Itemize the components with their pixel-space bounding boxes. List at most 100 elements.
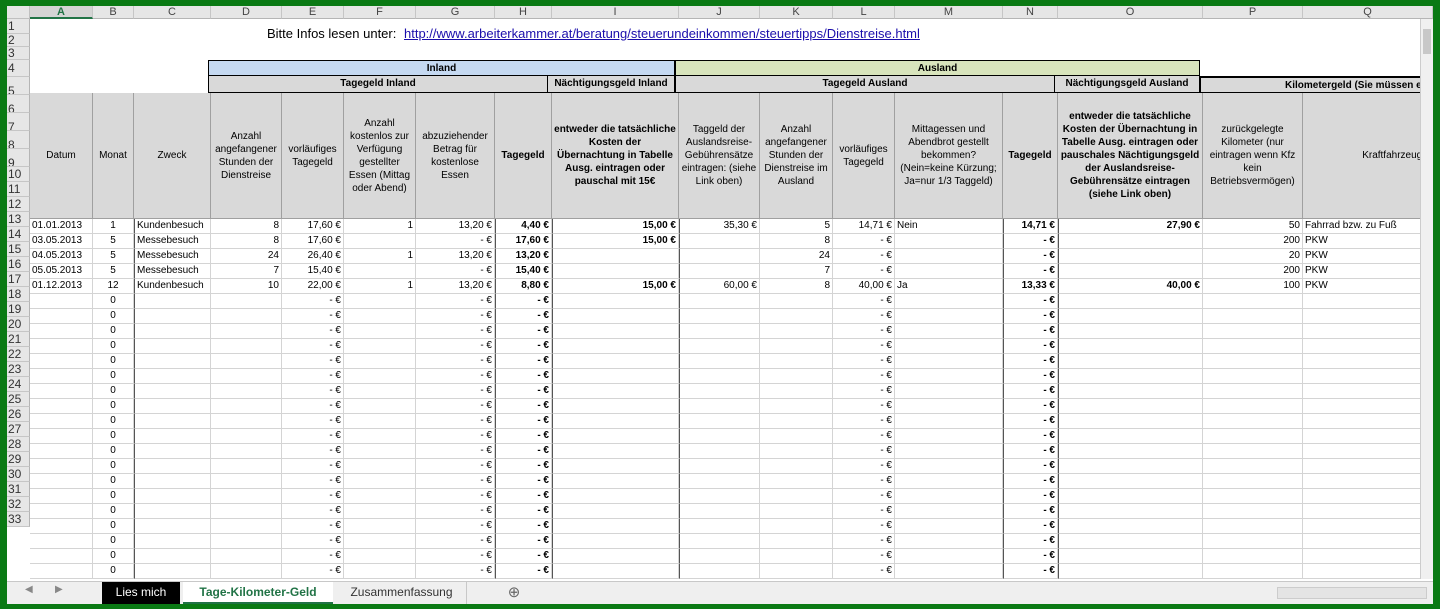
cell-n[interactable]: - € bbox=[1003, 369, 1058, 384]
cell-c[interactable] bbox=[134, 384, 211, 399]
row-header-12[interactable]: 12 bbox=[7, 197, 30, 212]
scroll-thumb[interactable] bbox=[1423, 29, 1431, 54]
cell-a[interactable] bbox=[30, 474, 93, 489]
cell-o[interactable] bbox=[1058, 519, 1203, 534]
column-header-j[interactable]: J bbox=[679, 6, 760, 19]
cell-m[interactable] bbox=[895, 564, 1003, 579]
row-header-20[interactable]: 20 bbox=[7, 317, 30, 332]
cell-i[interactable] bbox=[552, 459, 679, 474]
cell-e[interactable]: - € bbox=[282, 504, 344, 519]
cell-l[interactable]: - € bbox=[833, 444, 895, 459]
cell-i[interactable] bbox=[552, 324, 679, 339]
cell-e[interactable]: - € bbox=[282, 489, 344, 504]
cell-p[interactable]: 200 bbox=[1203, 264, 1303, 279]
cell-o[interactable] bbox=[1058, 264, 1203, 279]
cell-a[interactable] bbox=[30, 459, 93, 474]
cell-k[interactable] bbox=[760, 429, 833, 444]
cell-i[interactable] bbox=[552, 264, 679, 279]
cell-q[interactable] bbox=[1303, 564, 1420, 579]
cell-q[interactable] bbox=[1303, 339, 1420, 354]
cell-a[interactable] bbox=[30, 444, 93, 459]
cell-l[interactable]: - € bbox=[833, 564, 895, 579]
cell-j[interactable] bbox=[679, 369, 760, 384]
cell-a[interactable]: 04.05.2013 bbox=[30, 249, 93, 264]
cell-p[interactable] bbox=[1203, 384, 1303, 399]
cell-l[interactable]: - € bbox=[833, 519, 895, 534]
cell-p[interactable] bbox=[1203, 429, 1303, 444]
cell-e[interactable]: - € bbox=[282, 414, 344, 429]
cell-m[interactable] bbox=[895, 444, 1003, 459]
cell-l[interactable]: - € bbox=[833, 264, 895, 279]
cell-p[interactable] bbox=[1203, 414, 1303, 429]
cell-q[interactable] bbox=[1303, 429, 1420, 444]
column-header-o[interactable]: O bbox=[1058, 6, 1203, 19]
cell-o[interactable] bbox=[1058, 354, 1203, 369]
cell-l[interactable]: - € bbox=[833, 414, 895, 429]
cell-f[interactable] bbox=[344, 519, 416, 534]
cell-k[interactable] bbox=[760, 384, 833, 399]
cell-d[interactable] bbox=[211, 324, 282, 339]
tab-nav-next-icon[interactable]: ▶ bbox=[55, 584, 63, 595]
cell-g[interactable]: - € bbox=[416, 489, 495, 504]
cell-o[interactable] bbox=[1058, 369, 1203, 384]
cell-d[interactable] bbox=[211, 294, 282, 309]
cell-d[interactable]: 7 bbox=[211, 264, 282, 279]
cell-g[interactable]: 13,20 € bbox=[416, 219, 495, 234]
cell-q[interactable] bbox=[1303, 384, 1420, 399]
cell-b[interactable]: 0 bbox=[93, 309, 134, 324]
cell-n[interactable]: - € bbox=[1003, 384, 1058, 399]
cell-f[interactable] bbox=[344, 309, 416, 324]
column-header-b[interactable]: B bbox=[93, 6, 134, 19]
cell-q[interactable] bbox=[1303, 354, 1420, 369]
cell-p[interactable] bbox=[1203, 294, 1303, 309]
cell-g[interactable]: - € bbox=[416, 504, 495, 519]
cell-p[interactable] bbox=[1203, 339, 1303, 354]
cell-i[interactable] bbox=[552, 429, 679, 444]
cell-d[interactable] bbox=[211, 414, 282, 429]
cell-b[interactable]: 12 bbox=[93, 279, 134, 294]
cell-d[interactable] bbox=[211, 309, 282, 324]
cell-e[interactable]: - € bbox=[282, 549, 344, 564]
cell-m[interactable] bbox=[895, 384, 1003, 399]
cell-g[interactable]: - € bbox=[416, 309, 495, 324]
cell-i[interactable]: 15,00 € bbox=[552, 279, 679, 294]
cell-k[interactable]: 8 bbox=[760, 279, 833, 294]
cell-b[interactable]: 0 bbox=[93, 564, 134, 579]
cell-b[interactable]: 1 bbox=[93, 219, 134, 234]
cell-l[interactable]: - € bbox=[833, 234, 895, 249]
cell-p[interactable] bbox=[1203, 534, 1303, 549]
cell-f[interactable] bbox=[344, 489, 416, 504]
cell-o[interactable] bbox=[1058, 384, 1203, 399]
cell-e[interactable]: - € bbox=[282, 459, 344, 474]
cell-g[interactable]: - € bbox=[416, 399, 495, 414]
cell-i[interactable] bbox=[552, 339, 679, 354]
cell-m[interactable]: Nein bbox=[895, 219, 1003, 234]
cell-o[interactable] bbox=[1058, 234, 1203, 249]
cell-o[interactable] bbox=[1058, 309, 1203, 324]
cell-m[interactable] bbox=[895, 339, 1003, 354]
cell-n[interactable]: - € bbox=[1003, 324, 1058, 339]
cell-a[interactable] bbox=[30, 324, 93, 339]
cell-j[interactable] bbox=[679, 444, 760, 459]
cell-o[interactable] bbox=[1058, 534, 1203, 549]
row-header-21[interactable]: 21 bbox=[7, 332, 30, 347]
cell-g[interactable]: 13,20 € bbox=[416, 279, 495, 294]
cell-l[interactable]: - € bbox=[833, 324, 895, 339]
cell-j[interactable] bbox=[679, 549, 760, 564]
cell-p[interactable] bbox=[1203, 564, 1303, 579]
tab-tage-kilometer-geld[interactable]: Tage-Kilometer-Geld bbox=[183, 582, 333, 604]
row-header-22[interactable]: 22 bbox=[7, 347, 30, 362]
cell-k[interactable] bbox=[760, 564, 833, 579]
row-header-3[interactable]: 3 bbox=[7, 47, 30, 60]
row-header-13[interactable]: 13 bbox=[7, 212, 30, 227]
cell-c[interactable]: Messebesuch bbox=[134, 249, 211, 264]
cell-n[interactable]: - € bbox=[1003, 459, 1058, 474]
row-header-2[interactable]: 2 bbox=[7, 34, 30, 47]
row-header-6[interactable]: 6 bbox=[7, 95, 30, 113]
cell-k[interactable]: 7 bbox=[760, 264, 833, 279]
cell-a[interactable] bbox=[30, 504, 93, 519]
cell-h[interactable]: - € bbox=[495, 399, 552, 414]
cell-n[interactable]: - € bbox=[1003, 399, 1058, 414]
cell-a[interactable] bbox=[30, 294, 93, 309]
cell-j[interactable] bbox=[679, 384, 760, 399]
